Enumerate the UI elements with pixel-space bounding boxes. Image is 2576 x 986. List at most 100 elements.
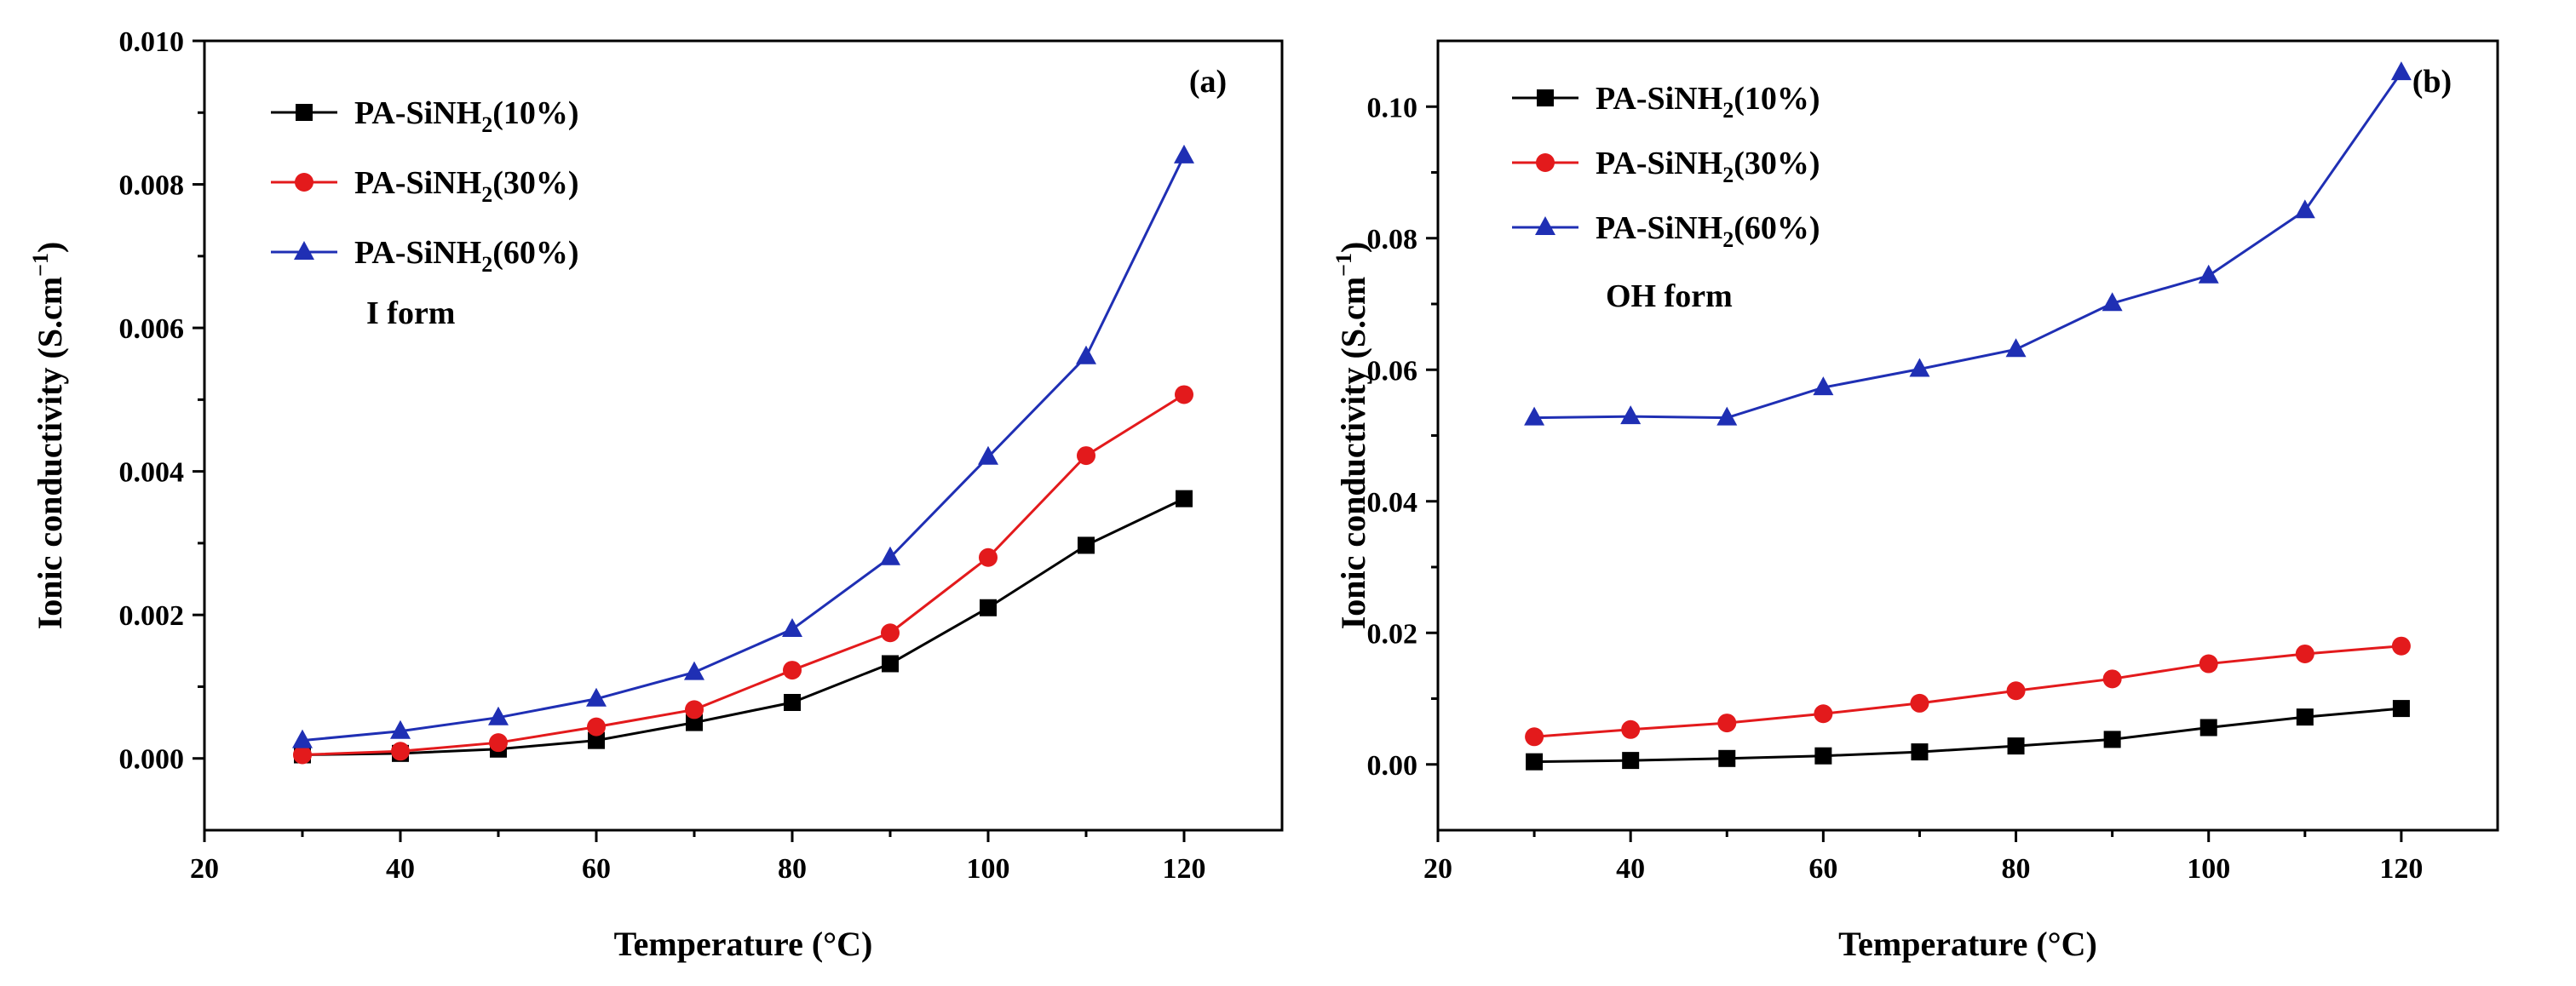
panel-1-series-2-point <box>685 700 704 719</box>
panel-1-legend-marker-3 <box>294 241 314 260</box>
panel-2-series-3-line <box>1534 72 2403 420</box>
panel-2-series-3-point <box>1716 406 1738 426</box>
panel-2-legend-marker-2 <box>1536 153 1555 172</box>
panel-2-legend-marker-3 <box>1535 216 1555 235</box>
panel-2-legend-marker-1 <box>1537 89 1554 106</box>
panel-2-series-1-point <box>2007 737 2025 755</box>
panel-2-series-1-point <box>1911 743 1929 761</box>
panel-2-ytick-label: 0.02 <box>1367 618 1418 650</box>
panel-1-series-3-point <box>782 618 802 638</box>
panel-2-series-3-point <box>2390 61 2412 81</box>
panel-1-xtick-label: 120 <box>1163 853 1206 885</box>
panel-1-series-3-point <box>488 706 509 725</box>
panel-2-xtick-label: 120 <box>2379 853 2423 885</box>
panel-2-ytick-label: 0.08 <box>1367 224 1418 255</box>
panel-2-xtick-label: 60 <box>1808 853 1837 885</box>
panel-2-series-3-point <box>1620 405 1642 425</box>
panel-1-series-2-point <box>979 547 998 567</box>
panel-1-series-2-point <box>1175 385 1193 404</box>
panel-1-series-1-point <box>882 655 899 673</box>
panel-1-series-3-point <box>1174 144 1194 163</box>
panel-2-ylabel-sup: −1 <box>1331 253 1356 277</box>
panel-2-series-2-point <box>2006 681 2026 701</box>
panel-2-xtick-label: 40 <box>1616 853 1645 885</box>
panel-2-series-2-line <box>1533 645 2402 738</box>
panel-1-legend-marker-2 <box>295 173 313 192</box>
chart-panel-2: 20 40 60 80 100 120 0.00 0.02 0.04 0.06 0.08 0.10 Te… <box>1331 39 2499 963</box>
panel-2-ylabel: Ionic conductivity (S.cm−1) <box>1331 242 1372 630</box>
panel-2-series-1-point <box>1718 749 1736 767</box>
panel-1-xtick-label: 100 <box>967 853 1010 885</box>
panel-2-series-2-point <box>2102 669 2122 689</box>
panel-1-series-1-point <box>980 599 997 616</box>
panel-1-legend-label-1: PA-SiNH2(10%) <box>354 95 579 137</box>
panel-1-ylabel: Ionic conductivity (S.cm−1) <box>28 242 69 630</box>
panel-1-series-1-point <box>784 693 801 711</box>
panel-2-series-2-point <box>1717 714 1737 733</box>
panel-1-ytick-label: 0.002 <box>119 600 185 632</box>
panel-2-series-2-point <box>1910 693 1929 713</box>
panel-2-ylabel-main: Ionic conductivity (S.cm <box>1334 277 1372 629</box>
panel-2-legend-label-2: PA-SiNH2(30%) <box>1596 146 1820 187</box>
panel-2-legend-label-1: PA-SiNH2(10%) <box>1596 81 1820 123</box>
panel-2-series-1-line <box>1534 707 2402 764</box>
panel-1-series-3-point <box>586 687 607 707</box>
panel-2-series-3-point <box>2102 292 2123 312</box>
panel-2-label: (b) <box>2412 64 2452 100</box>
panel-2-series-2-point <box>1621 719 1641 739</box>
panel-1-series-3-point <box>978 445 998 465</box>
panel-1-ytick-label: 0.004 <box>119 457 185 489</box>
panel-1-legend-label-3: PA-SiNH2(60%) <box>354 235 579 277</box>
panel-1-ylabel-close: ) <box>31 242 69 253</box>
panel-1-series-3-point <box>880 546 900 565</box>
panel-1-series-1-point <box>588 731 605 749</box>
panel-2-xtick-label: 20 <box>1423 853 1452 885</box>
panel-1-series-2-point <box>587 717 606 737</box>
panel-1-annotation: I form <box>366 295 455 331</box>
panel-1-series-2-point <box>293 745 312 765</box>
panel-2-ylabel-close: ) <box>1334 242 1372 253</box>
panel-1-label: (a) <box>1189 64 1227 100</box>
panel-1-legend-label-2: PA-SiNH2(30%) <box>354 165 579 207</box>
panel-2-series-3-point <box>1813 376 1834 396</box>
panel-2-series-1-point <box>2103 731 2121 748</box>
panel-2-series-2-point <box>2199 654 2218 674</box>
panel-1-ytick-label: 0.006 <box>119 313 185 345</box>
panel-1-series-2-point <box>1077 446 1095 466</box>
panel-1-xtick-label: 80 <box>778 853 807 885</box>
panel-2-annotation: OH form <box>1606 278 1733 314</box>
panel-1-xtick-label: 60 <box>582 853 611 885</box>
panel-2-series-1-point <box>2199 719 2217 737</box>
panel-1-series-3-point <box>684 661 704 680</box>
panel-1-series-2-line <box>302 393 1185 757</box>
panel-1-series-3-point <box>390 719 411 739</box>
panel-2-ytick-label: 0.10 <box>1367 92 1418 123</box>
panel-1-series-2-point <box>881 623 900 643</box>
panel-2-series-1-point <box>2392 700 2410 718</box>
panel-2-legend-label-3: PA-SiNH2(60%) <box>1596 210 1820 252</box>
panel-1-series-1-point <box>1176 490 1193 507</box>
panel-1-frame <box>203 39 1284 832</box>
panel-2-series-2-point <box>1525 727 1544 747</box>
panel-2-series-1-point <box>2296 708 2314 726</box>
panel-1-series-1-point <box>686 714 703 731</box>
panel-2-ytick-label: 0.06 <box>1367 355 1418 387</box>
panel-2-ytick-label: 0.04 <box>1367 487 1418 519</box>
panel-1-ytick-label: 0.000 <box>119 744 185 776</box>
panel-2-series-3-point <box>1524 406 1545 426</box>
panel-1-xtick-label: 40 <box>386 853 415 885</box>
panel-1-xtick-label: 20 <box>190 853 219 885</box>
panel-1-series-1-line <box>302 497 1185 757</box>
panel-1-series-2-point <box>783 661 802 680</box>
panel-2-series-2-point <box>2391 636 2411 656</box>
panel-1-ytick-label: 0.008 <box>119 170 185 202</box>
panel-2-series-1-point <box>1814 747 1832 765</box>
panel-2-series-2-point <box>2295 644 2314 663</box>
panel-1-ylabel-main: Ionic conductivity (S.cm <box>31 277 69 629</box>
panel-2-series-3-point <box>1909 358 1930 377</box>
panel-1-series-3-line <box>302 155 1186 742</box>
panel-1-xlabel: Temperature (°C) <box>614 925 873 963</box>
panel-2-series-1-point <box>1622 752 1640 770</box>
panel-2-series-3-point <box>2198 264 2219 284</box>
